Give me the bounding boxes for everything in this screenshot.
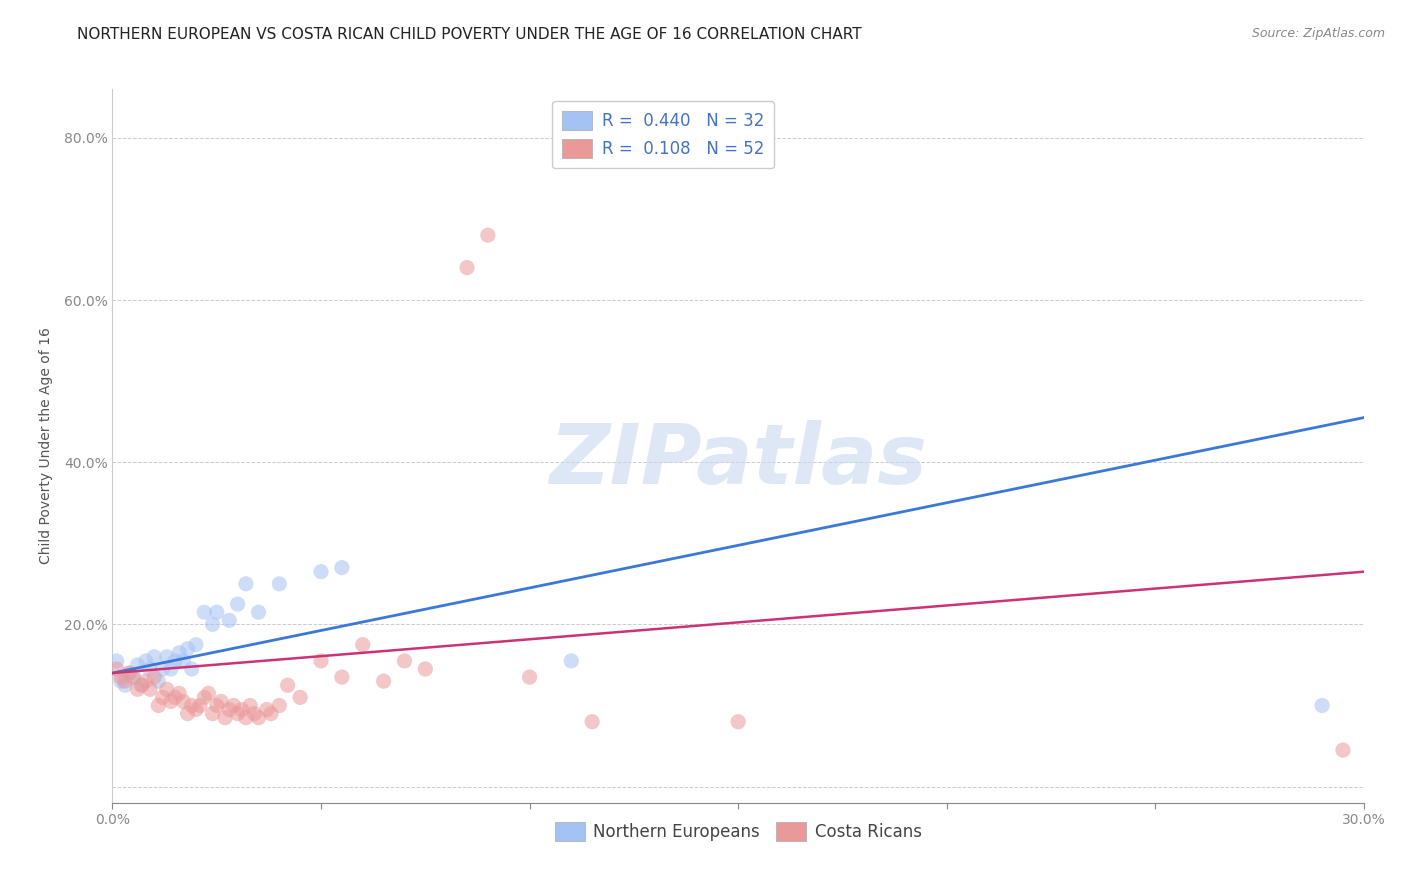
Point [373, 674, 395, 689]
Point [163, 654, 186, 668]
Point [160, 694, 183, 708]
Point [114, 674, 136, 689]
Point [127, 657, 149, 672]
Point [180, 698, 202, 713]
Point [456, 260, 478, 275]
Point [352, 638, 374, 652]
Point [152, 690, 174, 705]
Point [330, 560, 353, 574]
Point [394, 654, 416, 668]
Y-axis label: Child Poverty Under the Age of 16: Child Poverty Under the Age of 16 [38, 327, 52, 565]
Point [105, 662, 128, 676]
Point [114, 678, 136, 692]
Point [247, 605, 270, 619]
Point [214, 711, 236, 725]
Point [135, 654, 157, 668]
Point [226, 597, 249, 611]
Point [180, 662, 202, 676]
Point [727, 714, 749, 729]
Point [118, 666, 141, 681]
Point [1310, 698, 1333, 713]
Point [256, 702, 278, 716]
Point [1331, 743, 1354, 757]
Text: NORTHERN EUROPEAN VS COSTA RICAN CHILD POVERTY UNDER THE AGE OF 16 CORRELATION C: NORTHERN EUROPEAN VS COSTA RICAN CHILD P… [77, 27, 862, 42]
Point [143, 670, 166, 684]
Text: Source: ZipAtlas.com: Source: ZipAtlas.com [1251, 27, 1385, 40]
Point [139, 682, 162, 697]
Point [148, 698, 170, 713]
Point [581, 714, 603, 729]
Point [205, 698, 228, 713]
Point [127, 682, 149, 697]
Point [197, 686, 219, 700]
Point [148, 674, 170, 689]
Point [167, 686, 190, 700]
Text: ZIPatlas: ZIPatlas [550, 420, 927, 500]
Point [184, 638, 207, 652]
Point [205, 605, 228, 619]
Point [139, 662, 162, 676]
Point [290, 690, 312, 705]
Point [172, 694, 194, 708]
Point [193, 605, 215, 619]
Point [135, 674, 157, 689]
Point [309, 654, 332, 668]
Point [201, 706, 224, 721]
Point [143, 649, 166, 664]
Point [193, 690, 215, 705]
Point [243, 706, 266, 721]
Point [519, 670, 541, 684]
Point [152, 662, 174, 676]
Point [131, 678, 153, 692]
Point [110, 674, 132, 689]
Point [231, 702, 253, 716]
Point [172, 654, 194, 668]
Point [156, 682, 179, 697]
Point [247, 711, 270, 725]
Point [330, 670, 353, 684]
Legend: Northern Europeans, Costa Ricans: Northern Europeans, Costa Ricans [548, 815, 928, 848]
Point [110, 670, 132, 684]
Point [560, 654, 582, 668]
Point [235, 577, 257, 591]
Point [477, 228, 499, 243]
Point [277, 678, 299, 692]
Point [218, 702, 240, 716]
Point [122, 670, 145, 684]
Point [235, 711, 257, 725]
Point [269, 577, 291, 591]
Point [118, 666, 141, 681]
Point [201, 617, 224, 632]
Point [269, 698, 291, 713]
Point [167, 646, 190, 660]
Point [226, 706, 249, 721]
Point [160, 662, 183, 676]
Point [218, 613, 240, 627]
Point [309, 565, 332, 579]
Point [209, 694, 232, 708]
Point [260, 706, 283, 721]
Point [188, 698, 211, 713]
Point [239, 698, 262, 713]
Point [222, 698, 245, 713]
Point [413, 662, 436, 676]
Point [176, 641, 198, 656]
Point [176, 706, 198, 721]
Point [131, 678, 153, 692]
Point [122, 670, 145, 684]
Point [156, 649, 179, 664]
Point [105, 654, 128, 668]
Point [163, 690, 186, 705]
Point [184, 702, 207, 716]
